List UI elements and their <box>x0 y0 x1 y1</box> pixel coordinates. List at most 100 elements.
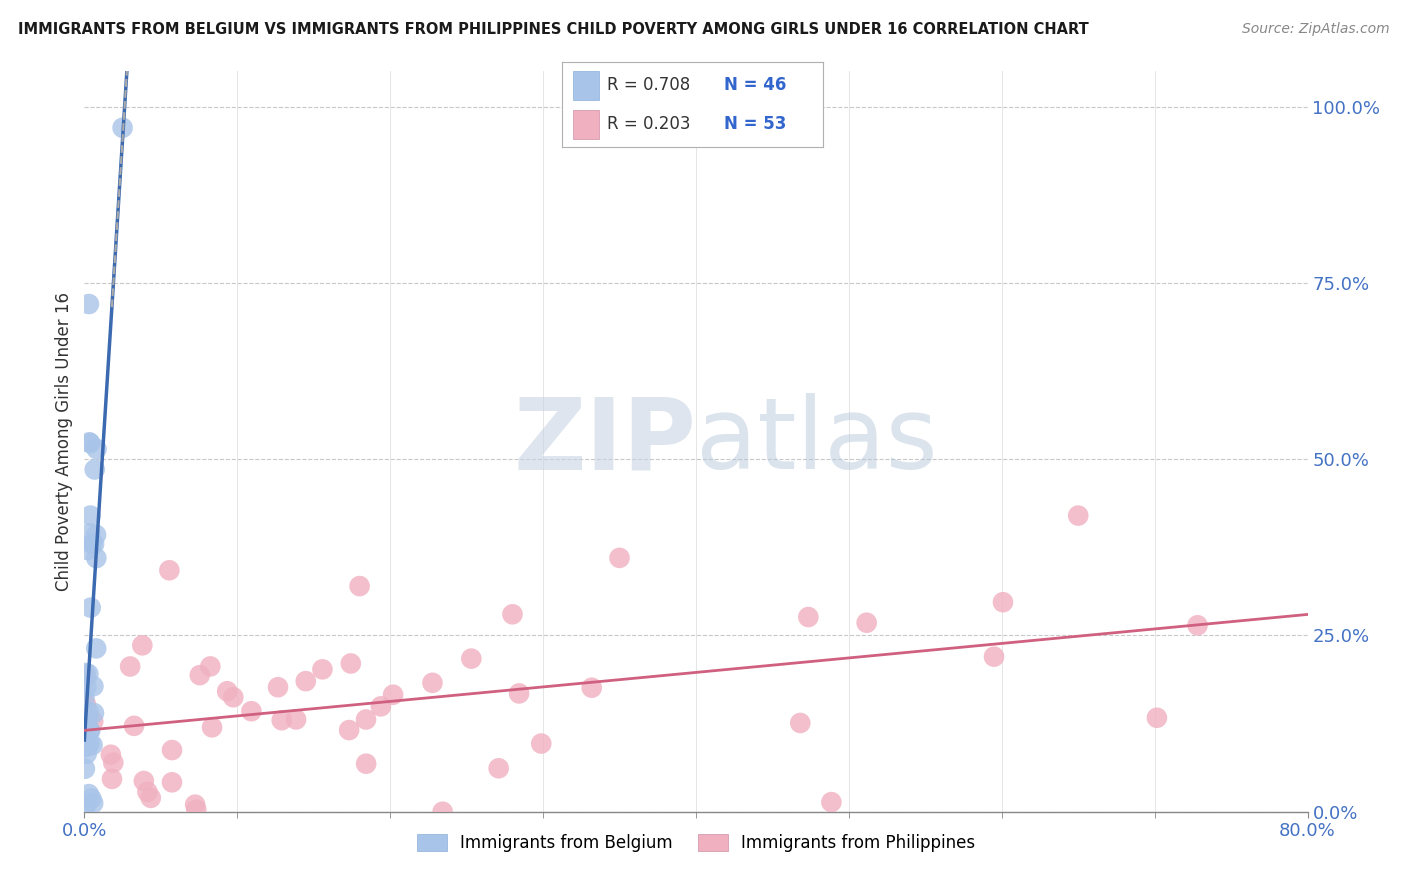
Point <box>79 736 101 750</box>
Text: atlas: atlas <box>696 393 938 490</box>
Point <box>294 674 316 689</box>
Point <box>370 699 392 714</box>
Point <box>76 797 98 812</box>
Point <box>820 795 842 809</box>
Point <box>530 737 553 751</box>
Point <box>77 666 100 681</box>
Point <box>855 615 877 630</box>
Point <box>73 740 96 755</box>
Point <box>160 775 183 789</box>
Point <box>82 796 104 810</box>
Point <box>101 772 124 786</box>
Point <box>382 688 405 702</box>
Point <box>349 579 371 593</box>
Point <box>83 537 105 551</box>
Point <box>73 728 96 742</box>
Point <box>73 691 96 706</box>
Point <box>79 508 101 523</box>
Point <box>83 706 105 720</box>
Text: ZIP: ZIP <box>513 393 696 490</box>
Point <box>75 680 97 694</box>
Point <box>285 713 308 727</box>
Point <box>186 803 208 817</box>
Point <box>76 715 98 730</box>
Point <box>508 686 530 700</box>
Point <box>136 785 159 799</box>
Point <box>80 791 103 805</box>
Point <box>86 442 108 456</box>
Point <box>354 713 377 727</box>
Point <box>132 774 155 789</box>
Point <box>222 690 245 705</box>
Point <box>73 739 96 754</box>
Point <box>131 638 153 652</box>
Point <box>73 726 96 740</box>
Point <box>73 732 96 747</box>
Point <box>77 787 100 801</box>
Point <box>75 665 97 680</box>
Y-axis label: Child Poverty Among Girls Under 16: Child Poverty Among Girls Under 16 <box>55 292 73 591</box>
Point <box>609 550 631 565</box>
Point <box>75 731 97 745</box>
Point <box>100 747 122 762</box>
Point <box>75 697 97 711</box>
Point <box>79 723 101 738</box>
Point <box>73 733 96 747</box>
Point <box>82 679 104 693</box>
Text: Source: ZipAtlas.com: Source: ZipAtlas.com <box>1241 22 1389 37</box>
Text: R = 0.203: R = 0.203 <box>606 115 690 133</box>
Text: IMMIGRANTS FROM BELGIUM VS IMMIGRANTS FROM PHILIPPINES CHILD POVERTY AMONG GIRLS: IMMIGRANTS FROM BELGIUM VS IMMIGRANTS FR… <box>18 22 1090 37</box>
Point <box>76 543 98 558</box>
Point <box>1067 508 1090 523</box>
Point <box>270 713 292 727</box>
Point <box>217 684 239 698</box>
Point <box>83 462 105 476</box>
Point <box>983 649 1005 664</box>
Point <box>188 668 211 682</box>
Point <box>82 714 104 729</box>
Point <box>76 747 98 761</box>
Point <box>1146 711 1168 725</box>
Point <box>337 723 360 737</box>
Text: N = 53: N = 53 <box>724 115 786 133</box>
Point <box>157 563 180 577</box>
Point <box>200 659 222 673</box>
Point <box>122 719 145 733</box>
Point <box>103 756 125 770</box>
Point <box>84 528 107 542</box>
Point <box>581 681 603 695</box>
Point <box>267 680 290 694</box>
Point <box>80 537 103 551</box>
Point <box>991 595 1014 609</box>
Point <box>432 805 454 819</box>
Point <box>75 670 97 684</box>
Point <box>184 797 207 812</box>
Point <box>79 526 101 541</box>
Bar <box>572 71 599 100</box>
Point <box>240 704 263 718</box>
Point <box>77 297 100 311</box>
Point <box>311 662 333 676</box>
Point <box>354 756 377 771</box>
Point <box>79 435 101 450</box>
Point <box>77 739 100 753</box>
Point <box>502 607 524 622</box>
Point <box>73 762 96 776</box>
Legend: Immigrants from Belgium, Immigrants from Philippines: Immigrants from Belgium, Immigrants from… <box>411 828 981 859</box>
Text: N = 46: N = 46 <box>724 77 786 95</box>
Point <box>73 800 96 814</box>
Point <box>201 720 224 734</box>
Point <box>120 659 142 673</box>
Point <box>77 705 100 719</box>
Point <box>797 610 820 624</box>
Point <box>139 790 162 805</box>
Point <box>1187 618 1209 632</box>
Point <box>111 120 134 135</box>
Point <box>488 761 510 775</box>
Point <box>422 675 444 690</box>
Point <box>84 641 107 656</box>
Bar <box>572 110 599 139</box>
Point <box>82 738 104 752</box>
Point <box>79 723 101 738</box>
Point <box>86 551 108 566</box>
